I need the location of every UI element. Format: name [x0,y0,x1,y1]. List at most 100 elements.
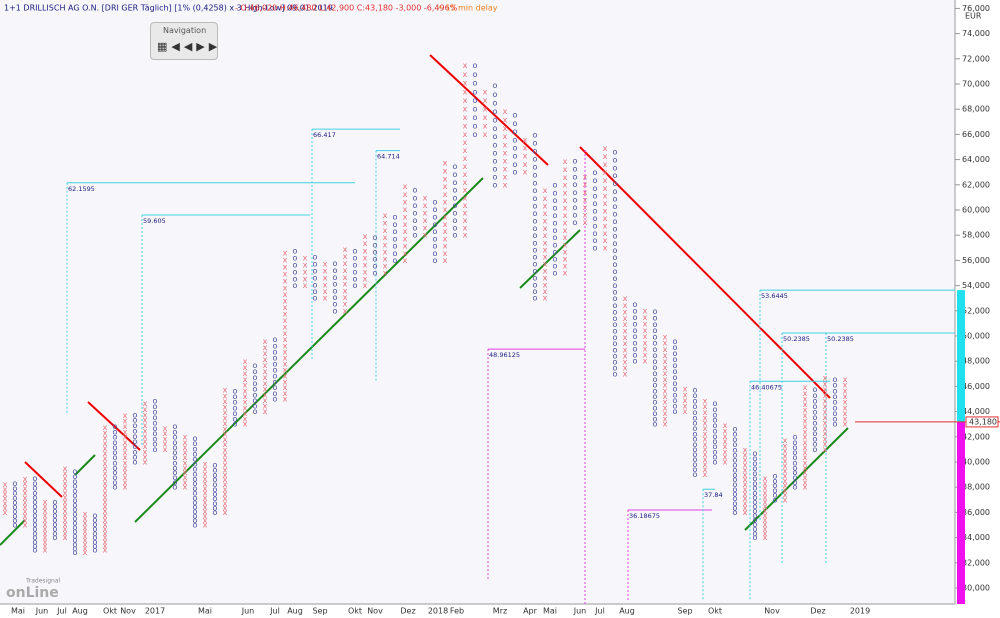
y-tick-label: 58,000 [962,231,990,240]
box-symbol: o [573,218,578,227]
box-symbol: o [273,377,278,386]
x-tick-label: Aug [619,607,635,616]
x-tick-label: Jun [35,607,49,616]
box-symbol: x [143,442,148,451]
y-tick-label: 60,000 [962,206,990,215]
box-symbol: o [633,307,638,316]
box-symbol: o [613,288,618,297]
box-symbol: o [653,320,658,329]
box-symbol: o [253,407,258,416]
x-tick-label: Aug [72,607,88,616]
x-tick-label: Mai [198,607,212,616]
box-symbol: x [543,294,548,303]
box-symbol: x [103,516,108,525]
box-symbol: o [173,473,178,482]
box-symbol: o [553,262,558,271]
box-symbol: o [613,351,618,360]
box-symbol: x [843,409,848,418]
box-symbol: x [103,469,108,478]
box-symbol: o [413,216,418,225]
box-symbol: x [483,130,488,139]
trendline [24,461,63,498]
box-symbol: o [753,488,758,497]
box-symbol: x [103,423,108,432]
box-symbol: o [193,479,198,488]
box-symbol: x [343,286,348,295]
x-tick-label: Okt [103,607,117,616]
box-symbol: x [143,432,148,441]
box-symbol: x [383,262,388,271]
box-symbol: o [373,233,378,242]
box-symbol: x [223,424,228,433]
box-symbol: x [503,140,508,149]
box-symbol: x [443,174,448,183]
navigation-panel: Navigation ▦◀◀▶▶ [150,22,218,60]
box-symbol: o [793,448,798,457]
box-symbol: o [73,518,78,527]
box-symbol: o [193,507,198,516]
box-symbol: x [423,231,428,240]
box-symbol: o [253,379,258,388]
box-symbol: o [113,448,118,457]
y-tick-label: 64,000 [962,155,990,164]
box-symbol: o [633,345,638,354]
box-symbol: x [243,414,248,423]
x-tick-label: 2017 [145,607,165,616]
box-symbol: x [263,361,268,370]
trendline [134,177,484,523]
box-symbol: x [803,417,808,426]
box-symbol: o [653,369,658,378]
box-symbol: o [493,132,498,141]
box-symbol: x [43,533,48,542]
box-symbol: x [123,427,128,436]
box-symbol: x [23,498,28,507]
box-symbol: o [713,432,718,441]
box-symbol: o [673,379,678,388]
box-symbol: x [763,488,768,497]
navigation-buttons[interactable]: ▦◀◀▶▶ [157,40,222,53]
box-symbol: o [833,409,838,418]
box-symbol: o [613,301,618,310]
box-symbol: o [393,220,398,229]
box-symbol: x [543,253,548,262]
box-symbol: o [613,163,618,172]
box-symbol: x [463,130,468,139]
box-symbol: x [403,197,408,206]
box-symbol: o [173,422,178,431]
box-symbol: o [793,468,798,477]
box-symbol: x [623,351,628,360]
box-symbol: o [753,454,758,463]
x-tick-label: Okt [708,607,722,616]
box-symbol: x [83,518,88,527]
box-symbol: x [803,433,808,442]
box-symbol: x [603,243,608,252]
box-symbol: o [513,160,518,169]
box-symbol: x [503,149,508,158]
box-symbol: x [463,170,468,179]
box-symbol: o [293,253,298,262]
box-symbol: o [233,420,238,429]
box-symbol: x [663,357,668,366]
box-symbol: x [83,514,88,523]
box-symbol: x [403,212,408,221]
box-symbol: o [113,422,118,431]
last-price-label: 43,180 [969,417,997,426]
unit-label: EUR [965,12,982,21]
box-symbol: x [803,411,808,420]
box-symbol: o [13,479,18,488]
box-symbol: x [823,402,828,411]
box-symbol: x [103,537,108,546]
box-symbol: x [403,190,408,199]
trendline [429,54,549,166]
box-symbol: o [133,437,138,446]
box-symbol: x [463,209,468,218]
box-symbol: o [333,293,338,302]
box-symbol: o [73,486,78,495]
